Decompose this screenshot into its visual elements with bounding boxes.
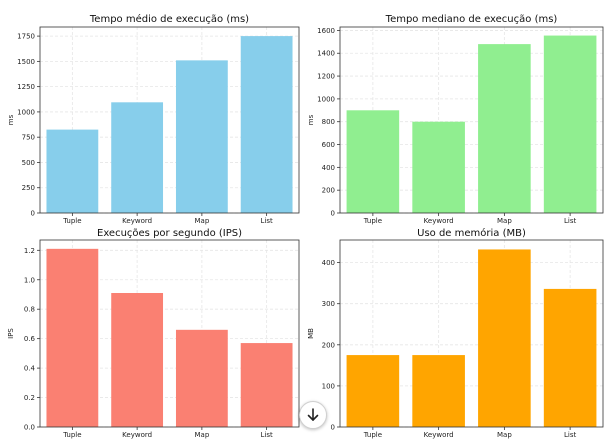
y-tick-label: 0 xyxy=(331,424,335,432)
y-tick-label: 400 xyxy=(322,259,335,267)
y-tick-label: 1400 xyxy=(317,50,335,58)
y-tick-label: 300 xyxy=(322,300,335,308)
chart-title: Tempo médio de execução (ms) xyxy=(89,13,249,25)
x-tick-label: Tuple xyxy=(363,431,382,439)
y-tick-label: 0.6 xyxy=(24,335,36,343)
plot-frame xyxy=(339,26,604,214)
bar-tuple xyxy=(346,355,400,427)
y-tick-label: 0.8 xyxy=(24,306,35,314)
y-tick-label: 0 xyxy=(331,210,335,218)
x-tick-label: Tuple xyxy=(363,217,382,225)
plot-frame xyxy=(39,26,300,214)
y-tick-label: 1200 xyxy=(317,73,335,81)
y-tick-label: 1000 xyxy=(17,108,35,116)
y-tick-label: 1.0 xyxy=(24,276,35,284)
y-axis-label: ms xyxy=(7,114,15,125)
chart-title: Uso de memória (MB) xyxy=(417,227,526,239)
bar-tuple xyxy=(346,110,400,213)
x-tick-label: Keyword xyxy=(122,431,152,439)
y-axis-label: ms xyxy=(307,114,315,125)
x-tick-label: Tuple xyxy=(62,431,81,439)
bar-list xyxy=(543,288,597,427)
y-tick-label: 200 xyxy=(322,341,335,349)
chart-panel-4: 0 100 200 300 400 Tuple Keyword Map List Uso de m… xyxy=(307,227,604,439)
y-tick-label: 500 xyxy=(22,159,35,167)
y-tick-label: 0.0 xyxy=(24,424,35,432)
bar-keyword xyxy=(412,355,465,427)
bar-keyword xyxy=(111,102,164,213)
chart-panel-1: 0 250 500 750 1000 1250 1500 1750 Tuple Keyword Ma… xyxy=(7,13,300,225)
y-tick-label: 100 xyxy=(322,382,335,390)
bar-tuple xyxy=(46,129,99,213)
x-tick-label: Map xyxy=(194,431,209,439)
bar-list xyxy=(240,36,293,213)
y-tick-label: 600 xyxy=(322,141,335,149)
bar-keyword xyxy=(111,293,164,427)
bar-tuple xyxy=(46,248,99,427)
y-tick-label: 0 xyxy=(31,210,35,218)
bar-map xyxy=(478,249,531,427)
x-tick-label: Map xyxy=(194,217,209,225)
y-tick-label: 1750 xyxy=(17,33,35,41)
bar-list xyxy=(240,343,293,427)
y-tick-label: 750 xyxy=(22,134,35,142)
y-tick-label: 400 xyxy=(322,164,335,172)
y-tick-label: 1000 xyxy=(317,95,335,103)
y-tick-label: 0.2 xyxy=(24,394,35,402)
x-tick-label: List xyxy=(564,217,576,225)
y-tick-label: 1500 xyxy=(17,58,35,66)
chart-title: Tempo mediano de execução (ms) xyxy=(385,14,558,25)
bar-map xyxy=(175,329,228,427)
y-tick-label: 200 xyxy=(322,187,335,195)
x-tick-label: List xyxy=(564,431,576,439)
chart-panel-3: 0.0 0.2 0.4 0.6 0.8 1.0 1.2 Tuple Keyword Map List… xyxy=(7,228,300,439)
y-axis-label: MB xyxy=(307,328,315,339)
x-tick-label: Keyword xyxy=(424,217,454,225)
bar-map xyxy=(478,44,531,214)
y-tick-label: 1600 xyxy=(317,27,335,35)
bar-map xyxy=(175,60,228,213)
chart-title: Execuções por segundo (IPS) xyxy=(97,228,242,239)
scroll-down-button[interactable] xyxy=(299,401,327,429)
y-tick-label: 1.2 xyxy=(24,247,35,255)
x-tick-label: Tuple xyxy=(62,217,81,225)
chart-panel-2: 0 200 400 600 800 1000 1200 1400 1600 Tuple Keywor… xyxy=(307,14,604,225)
y-axis-label: IPS xyxy=(7,328,15,339)
y-tick-label: 800 xyxy=(322,118,335,126)
plot-frame xyxy=(39,239,300,428)
y-tick-label: 0.4 xyxy=(24,365,36,373)
bar-list xyxy=(543,35,597,213)
x-tick-label: Map xyxy=(497,217,512,225)
plot-frame xyxy=(339,239,604,428)
y-tick-label: 250 xyxy=(22,184,35,192)
y-tick-label: 1250 xyxy=(17,83,35,91)
arrow-down-icon xyxy=(307,408,319,421)
bar-keyword xyxy=(412,121,465,213)
x-tick-label: List xyxy=(261,431,273,439)
x-tick-label: Map xyxy=(497,431,512,439)
x-tick-label: List xyxy=(261,217,273,225)
x-tick-label: Keyword xyxy=(122,217,152,225)
x-tick-label: Keyword xyxy=(424,431,454,439)
